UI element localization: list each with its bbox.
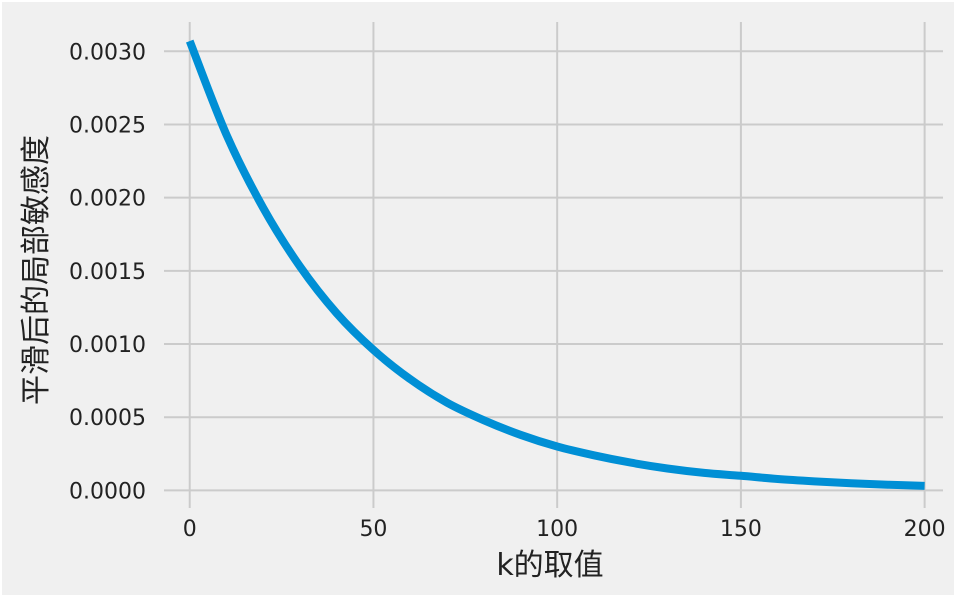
x-tick-label: 50 [359, 517, 387, 542]
y-tick-label: 0.0005 [69, 406, 146, 431]
y-tick-label: 0.0030 [69, 40, 146, 65]
y-tick-label: 0.0000 [69, 479, 146, 504]
x-tick-label: 200 [904, 517, 946, 542]
x-tick-label: 100 [536, 517, 578, 542]
y-axis-label: 平滑后的局部敏感度 [19, 135, 54, 405]
series-layer [185, 39, 925, 490]
series-line [185, 39, 925, 490]
y-tick-label: 0.0015 [69, 260, 146, 285]
grid [164, 22, 943, 508]
x-axis-label: k的取值 [496, 548, 603, 583]
y-tick-label: 0.0025 [69, 113, 146, 138]
x-tick-label: 150 [720, 517, 762, 542]
y-tick-label: 0.0010 [69, 333, 146, 358]
tick-labels: 0 50 100 150 200 0.0000 0.0005 0.0010 0.0015 0.00… [69, 40, 946, 542]
y-tick-label: 0.0020 [69, 187, 146, 212]
x-tick-label: 0 [183, 517, 197, 542]
